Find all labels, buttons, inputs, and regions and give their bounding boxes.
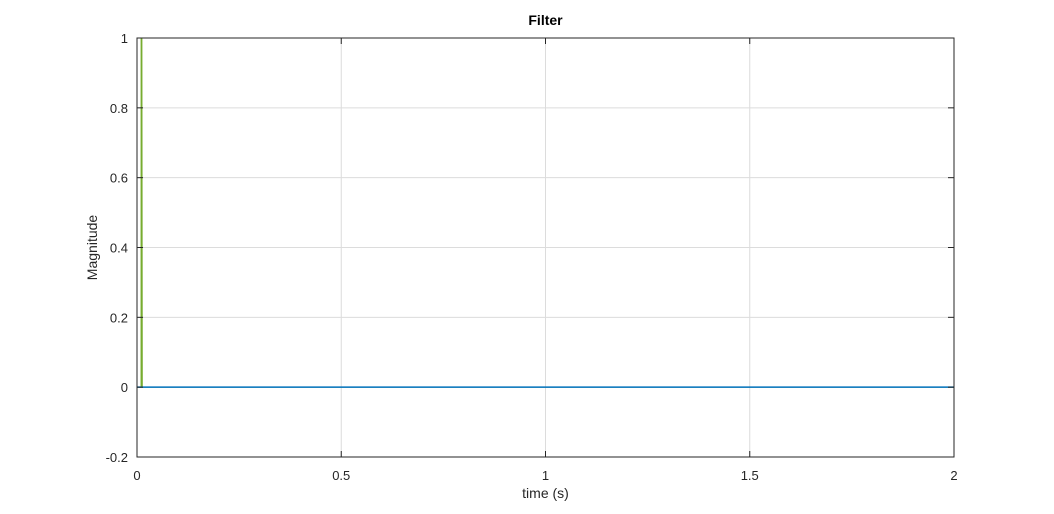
- y-tick-label: 0.6: [110, 171, 128, 186]
- grid-layer: [136, 37, 955, 458]
- tick-layer: 0 0.5 1 1.5 2 -0.2 0 0.2 0.4 0.6 0.8 1: [106, 31, 958, 483]
- chart-title: Filter: [528, 12, 563, 28]
- y-tick-label: 0.8: [110, 101, 128, 116]
- x-tick-label: 2: [950, 468, 957, 483]
- x-tick-label: 1: [542, 468, 549, 483]
- y-axis-label: Magnitude: [84, 215, 100, 281]
- x-tick-label: 0: [133, 468, 140, 483]
- y-tick-label: -0.2: [106, 450, 128, 465]
- y-tick-label: 0.2: [110, 310, 128, 325]
- x-tick-label: 0.5: [332, 468, 350, 483]
- x-tick-label: 1.5: [741, 468, 759, 483]
- y-tick-label: 0.4: [110, 241, 128, 256]
- y-tick-label: 1: [121, 31, 128, 46]
- x-axis-label: time (s): [522, 485, 569, 501]
- y-tick-label: 0: [121, 380, 128, 395]
